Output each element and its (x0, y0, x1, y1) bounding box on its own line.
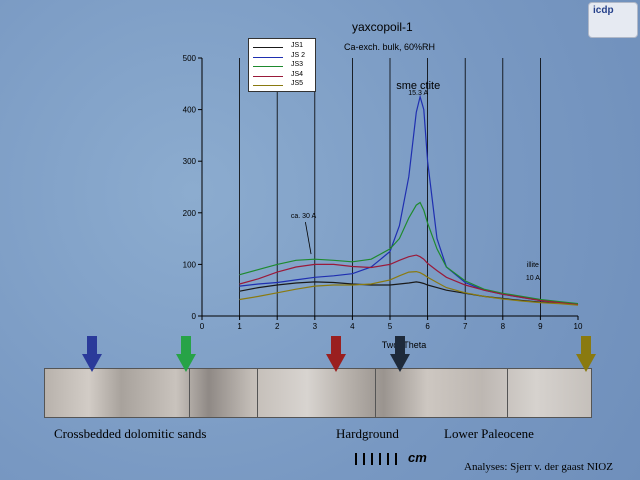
chart-annotation: 15.3 A (408, 90, 428, 97)
legend-swatch (253, 85, 283, 86)
core-photo (44, 368, 592, 418)
y-tick-label: 100 (183, 260, 197, 269)
legend-swatch (253, 47, 283, 48)
caption-crossbedded: Crossbedded dolomitic sands (54, 426, 207, 441)
x-tick-label: 7 (463, 322, 468, 331)
x-tick-label: 8 (501, 322, 506, 331)
green-arrow (176, 336, 196, 372)
chart-title: yaxcopoil-1 (352, 20, 413, 34)
red-arrow (326, 336, 346, 372)
x-tick-label: 6 (425, 322, 430, 331)
series-line-js5 (239, 270, 579, 306)
legend-swatch (253, 75, 283, 77)
caption-lower-paleocene: Lower Paleocene (444, 426, 534, 441)
x-tick-label: 10 (574, 322, 583, 331)
dark-arrow-shape (390, 336, 410, 372)
legend-label: JS5 (291, 80, 304, 87)
legend-item: JS5 (253, 80, 313, 89)
chart-annotation: ca. 30 A (291, 213, 317, 220)
scale-bar (355, 453, 397, 465)
x-tick-label: 5 (388, 322, 393, 331)
x-tick-label: 3 (313, 322, 318, 331)
series-line-js2 (239, 94, 579, 306)
logo-text: icdp (593, 5, 614, 16)
icdp-logo: icdp (588, 2, 638, 38)
olive-arrow-shape (576, 336, 596, 372)
y-tick-label: 400 (183, 106, 197, 115)
legend-label: JS 2 (291, 51, 306, 59)
y-tick-label: 200 (183, 209, 197, 218)
y-tick-label: 500 (183, 54, 197, 63)
red-arrow-shape (326, 336, 346, 372)
x-tick-label: 1 (237, 322, 242, 331)
legend-swatch (253, 66, 283, 67)
chart-legend: JS1 JS 2 JS3 JS4 JS5 (248, 38, 316, 92)
analysis-credit: Analyses: Sjerr v. der gaast NIOZ (464, 461, 613, 473)
core-segment-divider (375, 369, 376, 417)
blue-arrow-shape (82, 336, 102, 372)
legend-label: JS4 (291, 70, 304, 78)
series-line-js3 (239, 201, 579, 305)
legend-label: JS1 (291, 42, 304, 49)
x-tick-label: 9 (538, 322, 543, 331)
core-segment-divider (189, 369, 190, 417)
chart-subtitle: Ca-exch. bulk, 60%RH (344, 42, 436, 52)
chart-annotation: 10 A (526, 275, 540, 282)
green-arrow-shape (176, 336, 196, 372)
x-tick-label: 2 (275, 322, 280, 331)
caption-hardground: Hardground (336, 426, 399, 441)
series-line-js4 (239, 254, 579, 306)
legend-item: JS3 (253, 61, 313, 70)
dark-arrow (390, 336, 410, 372)
legend-item: JS4 (253, 71, 313, 80)
y-tick-label: 0 (192, 312, 197, 321)
legend-item: JS1 (253, 42, 313, 51)
core-segment-divider (257, 369, 258, 417)
legend-item: JS 2 (253, 52, 313, 61)
annotation-leader (305, 222, 312, 255)
x-tick-label: 4 (350, 322, 355, 331)
olive-arrow (576, 336, 596, 372)
x-tick-label: 0 (200, 322, 205, 331)
blue-arrow (82, 336, 102, 372)
chart-annotation: sme ctite (396, 80, 440, 92)
legend-swatch (253, 56, 283, 58)
y-tick-label: 300 (183, 157, 197, 166)
core-segment-divider (507, 369, 508, 417)
scale-unit: cm (408, 450, 427, 465)
legend-label: JS3 (291, 61, 304, 68)
chart-annotation: illite (527, 262, 539, 269)
